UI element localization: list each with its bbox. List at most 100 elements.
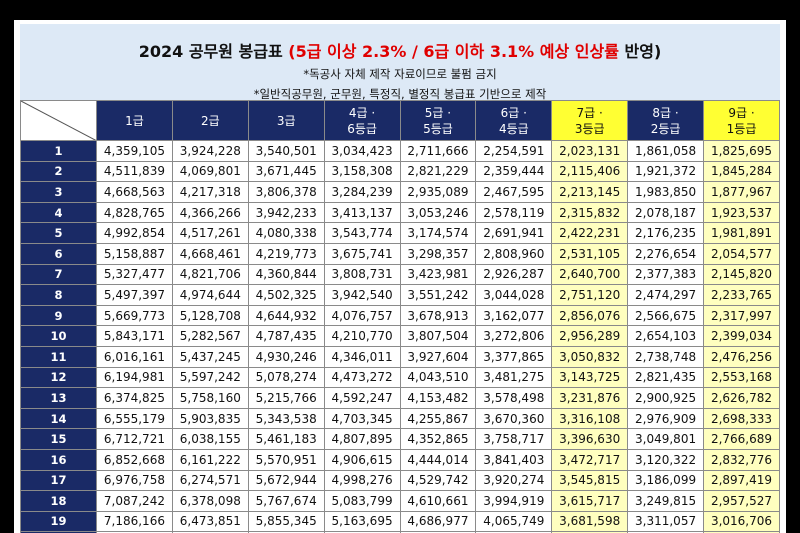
step-number: 4 bbox=[20, 201, 97, 224]
salary-cell: 1,923,537 bbox=[703, 201, 780, 224]
salary-cell: 3,841,403 bbox=[475, 448, 553, 471]
table-row: 6 5,158,887 4,668,461 4,219,773 3,675,741 3,2… bbox=[20, 242, 780, 265]
salary-cell: 3,034,423 bbox=[323, 140, 401, 162]
salary-cell: 2,399,034 bbox=[703, 325, 780, 347]
step-number: 6 bbox=[20, 242, 97, 265]
salary-cell: 2,377,383 bbox=[627, 263, 704, 286]
salary-cell: 4,821,706 bbox=[171, 263, 249, 286]
salary-cell: 4,076,757 bbox=[323, 304, 401, 327]
salary-cell: 3,377,865 bbox=[475, 345, 553, 368]
salary-cell: 4,255,867 bbox=[399, 407, 477, 430]
salary-cell: 2,698,333 bbox=[703, 407, 780, 430]
step-number: 2 bbox=[20, 160, 97, 183]
salary-cell: 6,016,161 bbox=[96, 345, 173, 368]
table-row: 10 5,843,171 5,282,567 4,787,435 4,210,770 3,… bbox=[20, 325, 780, 347]
salary-cell: 3,807,504 bbox=[399, 325, 477, 347]
salary-cell: 3,758,717 bbox=[475, 428, 553, 450]
salary-cell: 3,249,815 bbox=[627, 490, 704, 512]
grade-header: 5급 · 5등급 bbox=[399, 100, 477, 141]
salary-cell: 4,592,247 bbox=[323, 387, 401, 409]
salary-cell: 5,855,345 bbox=[247, 510, 325, 533]
salary-cell: 4,668,563 bbox=[96, 181, 173, 203]
salary-cell: 2,711,666 bbox=[399, 140, 477, 162]
salary-cell: 2,821,435 bbox=[627, 366, 704, 389]
salary-cell: 3,284,239 bbox=[323, 181, 401, 203]
step-number: 13 bbox=[20, 387, 97, 409]
salary-cell: 4,366,266 bbox=[171, 201, 249, 224]
table-row: 5 4,992,854 4,517,261 4,080,338 3,543,774 3,1… bbox=[20, 222, 780, 244]
salary-cell: 2,926,287 bbox=[475, 263, 553, 286]
salary-cell: 6,274,571 bbox=[171, 469, 249, 492]
table-row: 18 7,087,242 6,378,098 5,767,674 5,083,799 4,… bbox=[20, 490, 780, 512]
salary-cell: 5,461,183 bbox=[247, 428, 325, 450]
grade-header-line1: 4급 · bbox=[348, 105, 376, 120]
grade-header-line2: 4등급 bbox=[498, 121, 529, 136]
salary-cell: 4,043,510 bbox=[399, 366, 477, 389]
table-row: 17 6,976,758 6,274,571 5,672,944 4,998,276 4,… bbox=[20, 469, 780, 492]
salary-cell: 2,897,419 bbox=[703, 469, 780, 492]
salary-cell: 5,128,708 bbox=[171, 304, 249, 327]
salary-cell: 3,298,357 bbox=[399, 242, 477, 265]
salary-cell: 2,276,654 bbox=[627, 242, 704, 265]
salary-cell: 2,821,229 bbox=[399, 160, 477, 183]
salary-cell: 4,444,014 bbox=[399, 448, 477, 471]
title-prefix: 2024 공무원 봉급표 bbox=[138, 42, 289, 61]
grade-header: 8급 · 2등급 bbox=[627, 100, 704, 141]
salary-cell: 5,903,835 bbox=[171, 407, 249, 430]
right-border bbox=[786, 0, 800, 533]
top-border bbox=[0, 0, 800, 20]
step-number: 11 bbox=[20, 345, 97, 368]
salary-cell: 4,828,765 bbox=[96, 201, 173, 224]
salary-cell: 3,540,501 bbox=[247, 140, 325, 162]
step-number: 1 bbox=[20, 140, 97, 162]
salary-cell: 5,083,799 bbox=[323, 490, 401, 512]
salary-cell: 5,669,773 bbox=[96, 304, 173, 327]
salary-cell: 2,474,297 bbox=[627, 284, 704, 306]
salary-cell: 5,343,538 bbox=[247, 407, 325, 430]
salary-cell: 2,626,782 bbox=[703, 387, 780, 409]
salary-cell: 3,413,137 bbox=[323, 201, 401, 224]
page-title: 2024 공무원 봉급표 (5급 이상 2.3% / 6급 이하 3.1% 예상… bbox=[20, 38, 780, 62]
salary-cell: 2,808,960 bbox=[475, 242, 553, 265]
salary-cell: 2,957,527 bbox=[703, 490, 780, 512]
salary-cell: 4,906,615 bbox=[323, 448, 401, 471]
salary-cell: 6,374,825 bbox=[96, 387, 173, 409]
salary-cell: 7,087,242 bbox=[96, 490, 173, 512]
salary-cell: 1,983,850 bbox=[627, 181, 704, 203]
table-row: 3 4,668,563 4,217,318 3,806,378 3,284,239 2,9… bbox=[20, 181, 780, 203]
salary-cell: 6,555,179 bbox=[96, 407, 173, 430]
table-row: 13 6,374,825 5,758,160 5,215,766 4,592,247 4,… bbox=[20, 387, 780, 409]
salary-cell: 2,422,231 bbox=[551, 222, 629, 244]
salary-cell: 3,050,832 bbox=[551, 345, 629, 368]
step-number: 9 bbox=[20, 304, 97, 327]
salary-cell: 5,163,695 bbox=[323, 510, 401, 533]
salary-cell: 3,615,717 bbox=[551, 490, 629, 512]
title-suffix: 반영) bbox=[618, 42, 662, 61]
salary-cell: 2,976,909 bbox=[627, 407, 704, 430]
grade-header-line1: 2급 bbox=[200, 113, 220, 128]
salary-cell: 5,597,242 bbox=[171, 366, 249, 389]
salary-cell: 4,359,105 bbox=[96, 140, 173, 162]
salary-cell: 4,974,644 bbox=[171, 284, 249, 306]
step-number: 5 bbox=[20, 222, 97, 244]
salary-cell: 2,738,748 bbox=[627, 345, 704, 368]
document-content: 2024 공무원 봉급표 (5급 이상 2.3% / 6급 이하 3.1% 예상… bbox=[14, 20, 786, 533]
table-row: 2 4,511,839 4,069,801 3,671,445 3,158,308 2,8… bbox=[20, 160, 780, 183]
salary-cell: 2,856,076 bbox=[551, 304, 629, 327]
salary-cell: 3,675,741 bbox=[323, 242, 401, 265]
grade-header-line2: 2등급 bbox=[650, 121, 681, 136]
salary-cell: 5,158,887 bbox=[96, 242, 173, 265]
salary-cell: 2,078,187 bbox=[627, 201, 704, 224]
grade-header-line1: 3급 bbox=[276, 113, 296, 128]
step-number: 3 bbox=[20, 181, 97, 203]
salary-cell: 3,545,815 bbox=[551, 469, 629, 492]
salary-cell: 3,543,774 bbox=[323, 222, 401, 244]
left-border bbox=[0, 0, 14, 533]
step-number: 8 bbox=[20, 284, 97, 306]
salary-cell: 3,316,108 bbox=[551, 407, 629, 430]
salary-cell: 3,016,706 bbox=[703, 510, 780, 533]
salary-cell: 3,423,981 bbox=[399, 263, 477, 286]
salary-cell: 4,529,742 bbox=[399, 469, 477, 492]
copyright-note: *독공사 자체 제작 자료이므로 불펌 금지 bbox=[303, 67, 497, 81]
